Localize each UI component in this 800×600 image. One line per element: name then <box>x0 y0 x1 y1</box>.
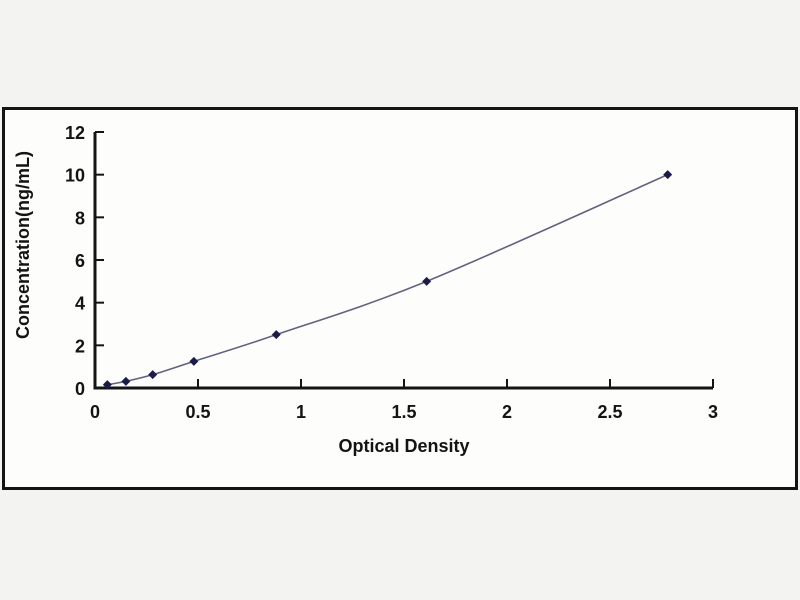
x-tick-label: 0 <box>90 402 100 422</box>
chart-panel: 0 0.5 1 1.5 2 2.5 3 0 2 4 6 8 10 12 Optical Density C… <box>2 107 798 490</box>
y-tick-label: 4 <box>75 294 85 314</box>
x-tick-label: 2.5 <box>597 402 622 422</box>
axis-lines <box>93 132 713 390</box>
y-tick-label: 12 <box>65 123 85 143</box>
x-tick-label: 0.5 <box>185 402 210 422</box>
plot-area: 0 0.5 1 1.5 2 2.5 3 0 2 4 6 8 10 12 <box>65 123 718 422</box>
x-axis-title: Optical Density <box>338 436 469 456</box>
data-point-marker <box>102 380 112 390</box>
x-tick-label: 1.5 <box>391 402 416 422</box>
y-tick-label: 6 <box>75 251 85 271</box>
data-point-marker <box>148 370 158 380</box>
data-point-marker <box>121 376 131 386</box>
x-tick-label: 1 <box>296 402 306 422</box>
y-tick-label: 8 <box>75 208 85 228</box>
data-point-marker <box>422 276 432 286</box>
series-line <box>107 173 669 386</box>
standard-curve-chart: 0 0.5 1 1.5 2 2.5 3 0 2 4 6 8 10 12 Optical Density C… <box>13 123 718 456</box>
y-tick-label: 2 <box>75 336 85 356</box>
data-point-marker <box>271 330 281 340</box>
y-tick-label: 10 <box>65 166 85 186</box>
x-tick-label: 3 <box>708 402 718 422</box>
y-axis-title: Concentration(ng/mL) <box>13 151 33 339</box>
y-tick-label: 0 <box>75 379 85 399</box>
x-tick-label: 2 <box>502 402 512 422</box>
data-point-marker <box>189 356 199 366</box>
data-point-marker <box>663 170 673 180</box>
